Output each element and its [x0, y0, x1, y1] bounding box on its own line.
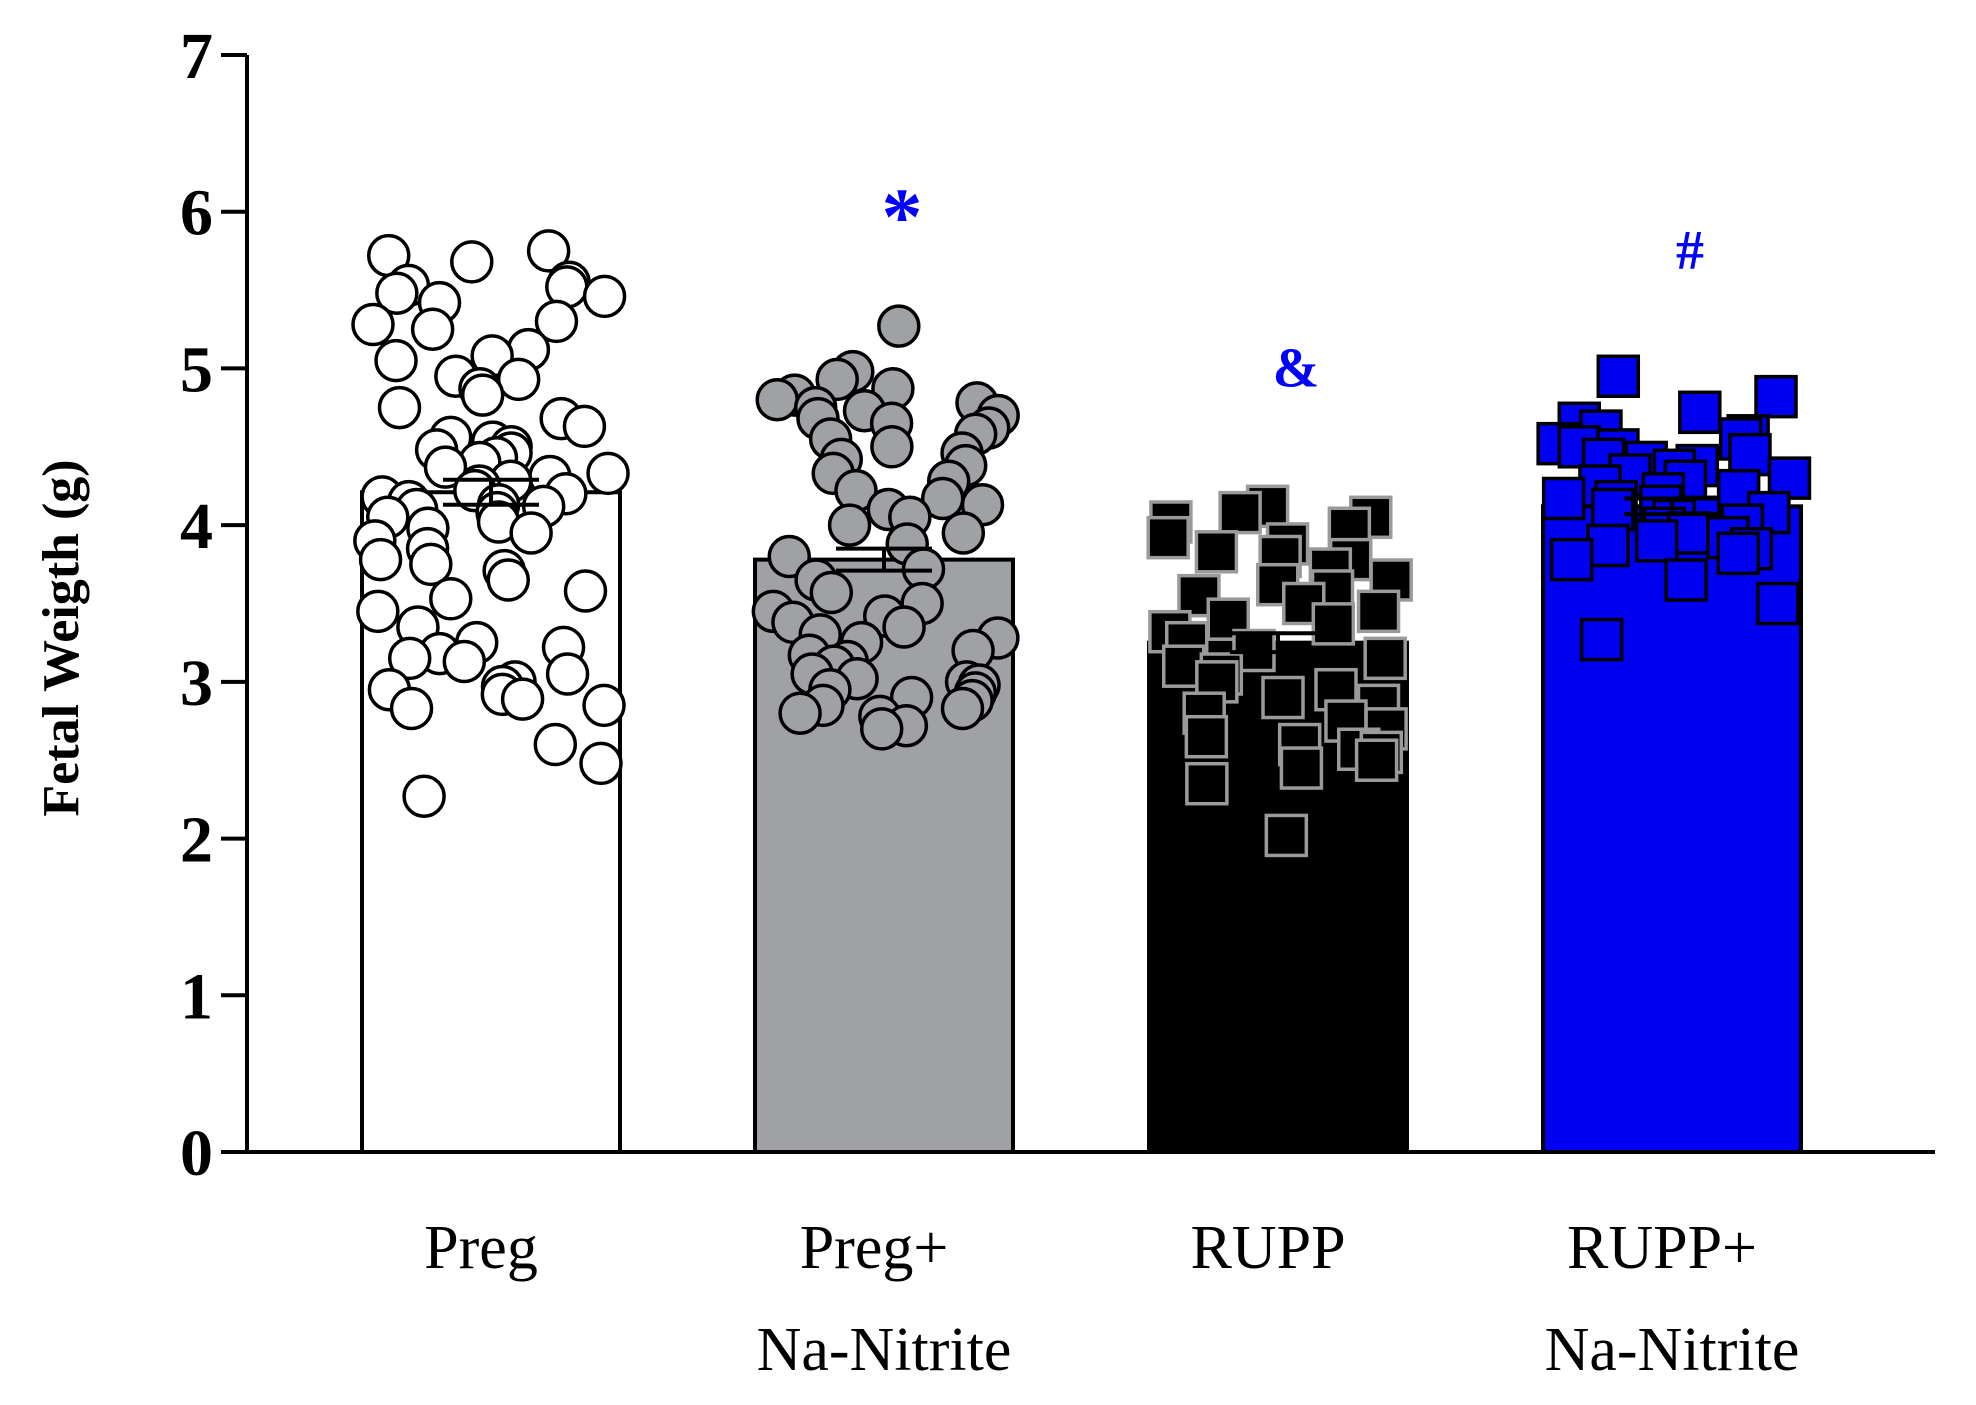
data-point: [882, 605, 926, 649]
points-layer: [351, 229, 1812, 858]
data-point: [1678, 390, 1722, 435]
category-labels-layer: Preg Preg+ Na-Nitrite RUPP RUPP+ Na-Nitrite: [424, 1214, 1799, 1384]
data-point: [827, 503, 872, 547]
error-bars-layer: [443, 477, 1720, 655]
data-point: [545, 652, 590, 696]
data-point: [1264, 813, 1309, 858]
data-point: [1754, 374, 1798, 419]
y-tick-label: 3: [180, 647, 213, 720]
data-point: [1596, 354, 1641, 399]
data-point: [423, 445, 468, 489]
data-point: [579, 741, 623, 786]
y-tick-label: 4: [180, 490, 213, 563]
data-point: [586, 451, 630, 496]
data-point: [1184, 714, 1229, 759]
data-point: [509, 511, 553, 555]
y-tick-label: 6: [180, 177, 213, 250]
data-point: [1756, 581, 1800, 626]
category-label-line2: Na-Nitrite: [1545, 1316, 1800, 1384]
data-point: [809, 570, 854, 615]
data-point: [351, 302, 395, 347]
data-point: [755, 378, 799, 422]
data-point: [387, 636, 432, 681]
data-point: [1194, 530, 1239, 574]
data-point: [1664, 558, 1708, 602]
data-point: [1634, 519, 1679, 563]
data-point: [409, 542, 453, 587]
data-point: [375, 271, 419, 315]
axes-layer: [245, 55, 1935, 1154]
data-point: [410, 307, 455, 351]
data-point: [402, 774, 446, 819]
data-point: [500, 677, 545, 721]
data-point: [1356, 589, 1401, 634]
category-label-line1: Preg+: [800, 1214, 949, 1282]
data-point: [534, 299, 579, 344]
data-point: [1311, 602, 1356, 646]
data-point: [533, 722, 578, 767]
data-point: [526, 229, 571, 273]
data-point: [1541, 476, 1586, 521]
data-point: [374, 338, 418, 383]
category-label-line1: Preg: [424, 1214, 538, 1282]
data-point: [389, 686, 434, 731]
data-point: [429, 577, 473, 621]
significance-layer: * & #: [882, 171, 1705, 399]
y-tick-label: 5: [180, 333, 213, 406]
y-tick-label: 2: [180, 804, 213, 877]
data-point: [778, 691, 822, 735]
significance-marker: &: [1273, 337, 1320, 399]
data-point: [582, 683, 626, 728]
data-point: [582, 274, 627, 319]
data-point: [859, 707, 904, 751]
data-point: [358, 537, 403, 582]
y-tick-label: 7: [180, 20, 213, 93]
significance-marker: #: [1676, 220, 1704, 282]
y-axis-title: Fetal Weigth (g): [33, 459, 90, 816]
data-point: [1591, 487, 1635, 532]
data-point: [1728, 432, 1772, 477]
data-point: [1363, 636, 1407, 681]
data-point: [356, 589, 400, 634]
data-point: [877, 304, 921, 348]
data-point: [1579, 617, 1624, 662]
y-tick-label: 0: [180, 1117, 213, 1190]
data-point: [1218, 490, 1262, 535]
data-point: [1261, 675, 1305, 720]
data-point: [450, 240, 494, 284]
data-point: [496, 357, 541, 402]
data-point: [1586, 523, 1630, 568]
category-label-line1: RUPP: [1190, 1214, 1345, 1282]
data-point: [486, 558, 531, 602]
significance-marker: *: [882, 171, 923, 262]
data-point: [870, 425, 914, 469]
data-point: [1146, 515, 1190, 560]
data-point: [940, 686, 985, 731]
data-point: [941, 511, 986, 555]
data-point: [563, 569, 608, 613]
data-point: [1185, 761, 1229, 806]
data-point: [1354, 738, 1399, 782]
data-point: [1549, 537, 1594, 582]
y-ticks-layer: 0 1 2 3 4 5 6 7: [180, 20, 247, 1190]
data-point: [377, 385, 422, 430]
data-point: [460, 373, 505, 417]
data-point: [562, 404, 607, 449]
category-label-line2: Na-Nitrite: [757, 1316, 1012, 1384]
y-tick-label: 1: [180, 960, 213, 1033]
data-point: [1716, 531, 1761, 576]
category-label-line1: RUPP+: [1567, 1214, 1757, 1282]
data-point: [442, 639, 487, 684]
data-point: [1279, 746, 1324, 790]
